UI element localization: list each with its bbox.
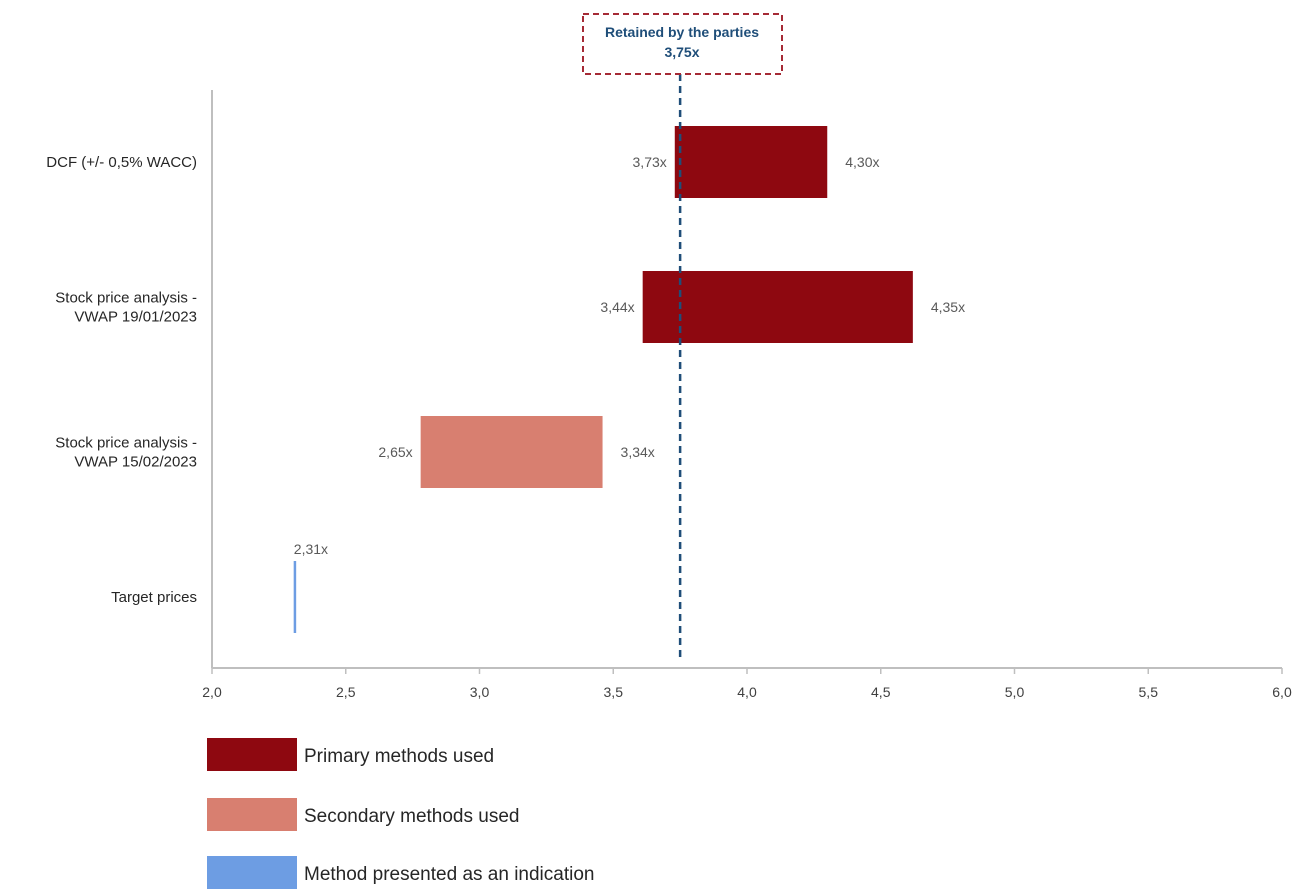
reference-marker: Retained by the parties 3,75x	[582, 13, 783, 660]
range-high-label: 4,30x	[845, 154, 879, 170]
category-label: VWAP 15/02/2023	[74, 454, 197, 471]
x-tick-label: 3,0	[470, 684, 490, 700]
legend-swatch-primary	[207, 738, 297, 771]
category-label: VWAP 19/01/2023	[74, 309, 197, 326]
x-tick-label: 4,0	[737, 684, 757, 700]
range-high-label: 4,35x	[931, 299, 965, 315]
legend-label: Primary methods used	[304, 746, 494, 767]
x-tick-label: 2,5	[336, 684, 356, 700]
range-bar-1	[674, 126, 828, 198]
range-low-label: 3,73x	[633, 154, 667, 170]
x-tick-label: 5,0	[1005, 684, 1025, 700]
legend-label: Method presented as an indication	[304, 864, 594, 885]
category-label: Stock price analysis -	[55, 435, 197, 452]
x-tick-label: 3,5	[604, 684, 624, 700]
range-high-label: 3,34x	[621, 444, 655, 460]
data-labels: 3,73x 4,30x 3,44x 4,35x 2,65x 3,34x 2,31x	[294, 154, 965, 557]
axes: 2,0 2,5 3,0 3,5 4,0 4,5 5,0 5,5 6,0	[202, 90, 1292, 700]
category-label: Stock price analysis -	[55, 290, 197, 307]
range-bar-2	[642, 271, 913, 343]
range-high-label: 2,31x	[294, 541, 328, 557]
category-label: DCF (+/- 0,5% WACC)	[46, 154, 197, 171]
legend-swatch-indication	[207, 856, 297, 889]
x-tick-label: 5,5	[1139, 684, 1159, 700]
reference-label-value: 3,75x	[664, 44, 699, 60]
x-tick-label: 2,0	[202, 684, 222, 700]
legend-swatch-secondary	[207, 798, 297, 831]
category-labels: DCF (+/- 0,5% WACC) Stock price analysis …	[46, 154, 197, 606]
range-low-label: 3,44x	[600, 299, 634, 315]
x-tick-label: 6,0	[1272, 684, 1292, 700]
reference-label-title: Retained by the parties	[605, 24, 759, 40]
range-bar-3	[420, 416, 603, 488]
category-label: Target prices	[111, 589, 197, 606]
x-tick-label: 4,5	[871, 684, 891, 700]
bars	[293, 126, 913, 633]
range-low-label: 2,65x	[378, 444, 412, 460]
legend-label: Secondary methods used	[304, 806, 519, 827]
legend: Primary methods used Secondary methods us…	[207, 738, 594, 889]
